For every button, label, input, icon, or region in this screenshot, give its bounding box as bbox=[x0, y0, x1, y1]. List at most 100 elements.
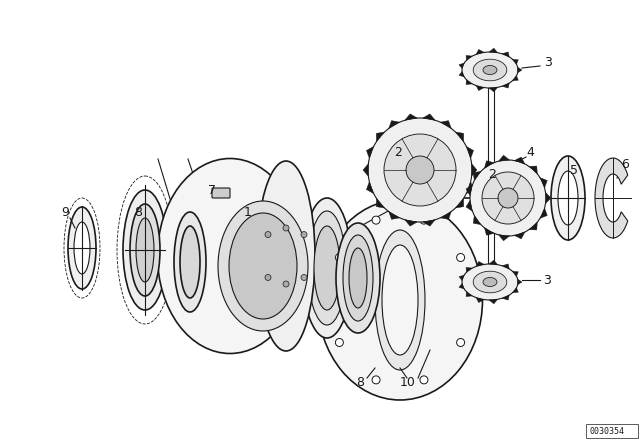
Ellipse shape bbox=[382, 245, 418, 355]
Ellipse shape bbox=[317, 200, 483, 400]
Circle shape bbox=[335, 339, 344, 346]
Polygon shape bbox=[472, 164, 477, 177]
Polygon shape bbox=[404, 114, 417, 120]
Polygon shape bbox=[476, 49, 484, 54]
Text: 2: 2 bbox=[488, 168, 496, 181]
Ellipse shape bbox=[473, 271, 507, 293]
Circle shape bbox=[420, 216, 428, 224]
Polygon shape bbox=[423, 220, 435, 226]
Polygon shape bbox=[499, 155, 509, 161]
Circle shape bbox=[456, 339, 465, 346]
Polygon shape bbox=[466, 267, 472, 272]
Polygon shape bbox=[476, 86, 484, 90]
Polygon shape bbox=[489, 48, 498, 53]
Polygon shape bbox=[367, 182, 374, 194]
Circle shape bbox=[265, 275, 271, 280]
Ellipse shape bbox=[375, 230, 425, 370]
Ellipse shape bbox=[74, 222, 90, 274]
Text: 1: 1 bbox=[244, 207, 252, 220]
Polygon shape bbox=[476, 262, 484, 267]
Polygon shape bbox=[476, 297, 484, 302]
Polygon shape bbox=[489, 260, 498, 265]
Polygon shape bbox=[467, 146, 474, 158]
Polygon shape bbox=[456, 198, 463, 208]
Polygon shape bbox=[467, 182, 474, 194]
Ellipse shape bbox=[314, 226, 340, 310]
Polygon shape bbox=[513, 271, 518, 276]
Ellipse shape bbox=[229, 213, 297, 319]
Polygon shape bbox=[367, 146, 374, 158]
Polygon shape bbox=[456, 132, 463, 142]
Ellipse shape bbox=[483, 65, 497, 74]
Ellipse shape bbox=[257, 161, 315, 351]
Polygon shape bbox=[473, 215, 481, 224]
Polygon shape bbox=[529, 166, 537, 174]
Ellipse shape bbox=[308, 211, 346, 325]
Ellipse shape bbox=[462, 52, 518, 88]
Circle shape bbox=[301, 275, 307, 280]
Polygon shape bbox=[518, 67, 522, 73]
Polygon shape bbox=[473, 172, 481, 181]
Polygon shape bbox=[404, 220, 417, 226]
Polygon shape bbox=[466, 80, 472, 85]
Ellipse shape bbox=[558, 171, 578, 225]
Ellipse shape bbox=[473, 59, 507, 81]
Circle shape bbox=[482, 172, 534, 224]
Polygon shape bbox=[513, 288, 518, 293]
Polygon shape bbox=[502, 264, 509, 269]
Circle shape bbox=[470, 160, 546, 236]
Polygon shape bbox=[515, 157, 525, 164]
Circle shape bbox=[384, 134, 456, 206]
Ellipse shape bbox=[157, 159, 303, 353]
Ellipse shape bbox=[68, 207, 96, 289]
Polygon shape bbox=[466, 56, 472, 60]
Text: 6: 6 bbox=[621, 159, 629, 172]
Ellipse shape bbox=[174, 212, 206, 312]
Circle shape bbox=[283, 225, 289, 231]
Text: 3: 3 bbox=[543, 273, 551, 287]
Ellipse shape bbox=[551, 156, 585, 240]
Text: 5: 5 bbox=[570, 164, 578, 177]
Ellipse shape bbox=[462, 264, 518, 300]
Text: 8: 8 bbox=[356, 376, 364, 389]
Circle shape bbox=[335, 254, 344, 262]
Polygon shape bbox=[484, 161, 494, 168]
Polygon shape bbox=[440, 211, 451, 220]
Text: 9: 9 bbox=[61, 207, 69, 220]
Circle shape bbox=[456, 254, 465, 262]
Polygon shape bbox=[459, 72, 464, 77]
Ellipse shape bbox=[130, 204, 160, 296]
Polygon shape bbox=[363, 164, 369, 177]
Polygon shape bbox=[502, 83, 509, 88]
Polygon shape bbox=[515, 232, 525, 239]
Text: 4: 4 bbox=[526, 146, 534, 159]
Circle shape bbox=[283, 281, 289, 287]
Circle shape bbox=[372, 376, 380, 384]
Polygon shape bbox=[489, 87, 498, 92]
Circle shape bbox=[368, 118, 472, 222]
Polygon shape bbox=[540, 208, 547, 218]
Bar bbox=[586, 424, 638, 438]
Polygon shape bbox=[388, 211, 400, 220]
Circle shape bbox=[372, 216, 380, 224]
Circle shape bbox=[420, 376, 428, 384]
Polygon shape bbox=[595, 158, 628, 238]
Text: 7: 7 bbox=[208, 184, 216, 197]
Ellipse shape bbox=[349, 248, 367, 308]
Text: 10: 10 bbox=[400, 376, 416, 389]
Ellipse shape bbox=[343, 235, 373, 321]
Polygon shape bbox=[518, 279, 522, 285]
FancyBboxPatch shape bbox=[212, 188, 230, 198]
Polygon shape bbox=[502, 295, 509, 300]
Polygon shape bbox=[545, 193, 551, 203]
Polygon shape bbox=[459, 63, 464, 69]
Ellipse shape bbox=[218, 201, 308, 331]
Ellipse shape bbox=[123, 190, 167, 310]
Ellipse shape bbox=[180, 226, 200, 298]
Polygon shape bbox=[376, 198, 385, 208]
Polygon shape bbox=[489, 299, 498, 304]
Polygon shape bbox=[502, 52, 509, 57]
Circle shape bbox=[301, 232, 307, 237]
Polygon shape bbox=[466, 292, 472, 297]
Polygon shape bbox=[459, 284, 464, 289]
